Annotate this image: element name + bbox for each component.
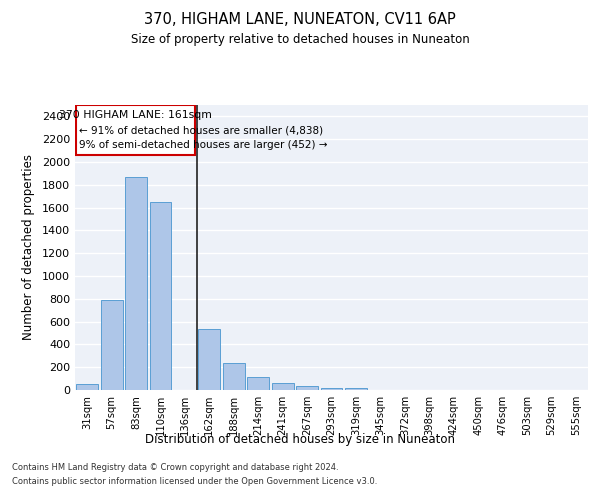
Text: 370, HIGHAM LANE, NUNEATON, CV11 6AP: 370, HIGHAM LANE, NUNEATON, CV11 6AP: [144, 12, 456, 28]
Text: Size of property relative to detached houses in Nuneaton: Size of property relative to detached ho…: [131, 32, 469, 46]
Bar: [223, 362, 245, 390]
Text: 9% of semi-detached houses are larger (452) →: 9% of semi-detached houses are larger (4…: [79, 140, 328, 150]
Bar: [272, 383, 293, 390]
Bar: [149, 202, 172, 390]
Text: Distribution of detached houses by size in Nuneaton: Distribution of detached houses by size …: [145, 432, 455, 446]
Bar: [320, 388, 343, 390]
Bar: [345, 388, 367, 390]
Text: Contains public sector information licensed under the Open Government Licence v3: Contains public sector information licen…: [12, 478, 377, 486]
Bar: [76, 384, 98, 390]
Y-axis label: Number of detached properties: Number of detached properties: [22, 154, 35, 340]
FancyBboxPatch shape: [76, 105, 195, 155]
Text: Contains HM Land Registry data © Crown copyright and database right 2024.: Contains HM Land Registry data © Crown c…: [12, 462, 338, 471]
Bar: [296, 386, 318, 390]
Text: ← 91% of detached houses are smaller (4,838): ← 91% of detached houses are smaller (4,…: [79, 126, 323, 136]
Text: 370 HIGHAM LANE: 161sqm: 370 HIGHAM LANE: 161sqm: [59, 110, 212, 120]
Bar: [199, 329, 220, 390]
Bar: [125, 177, 147, 390]
Bar: [101, 300, 122, 390]
Bar: [247, 378, 269, 390]
